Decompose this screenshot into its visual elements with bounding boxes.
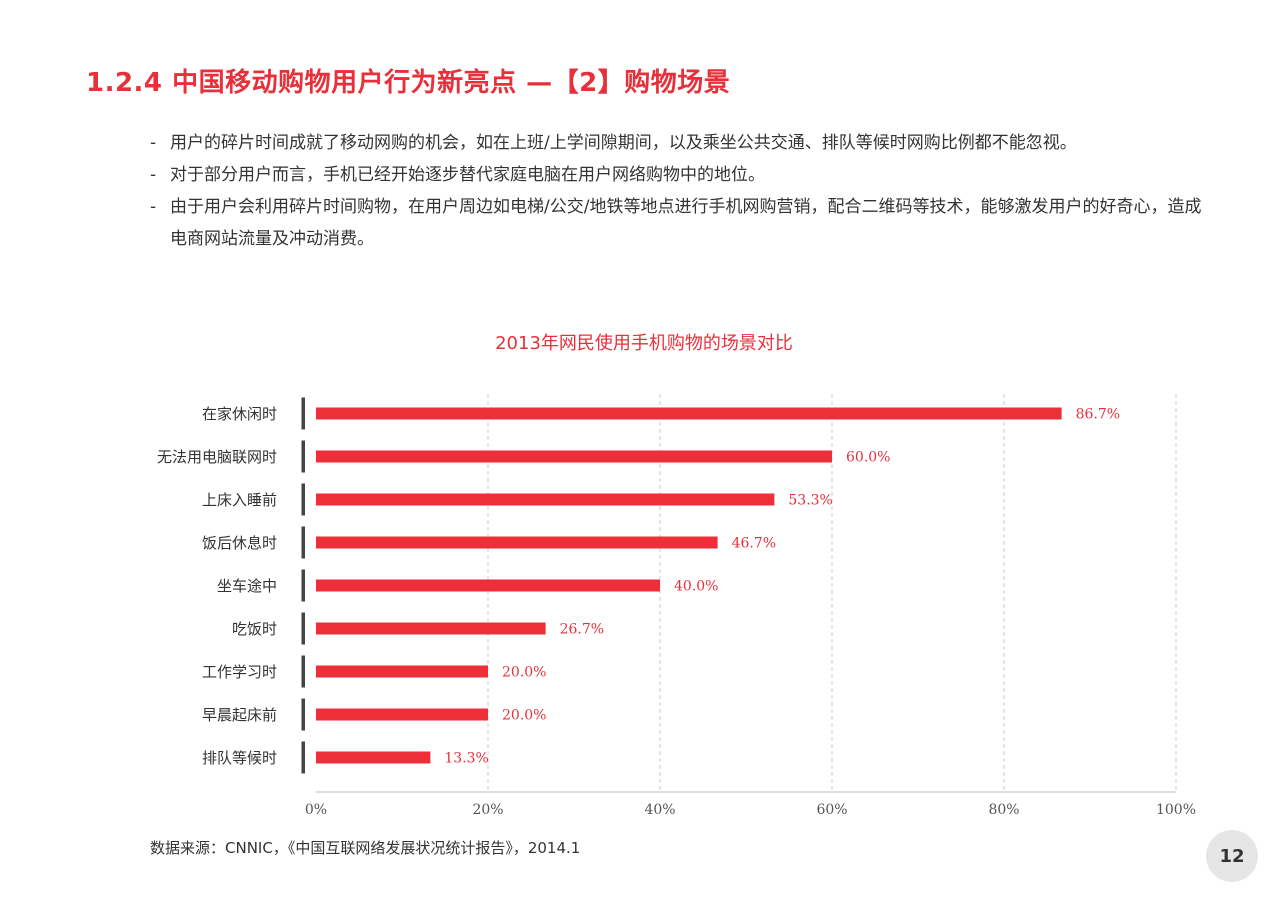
value-label: 46.7% <box>732 536 776 552</box>
bullet-list: - 用户的碎片时间成就了移动网购的机会，如在上班/上学间隙期间，以及乘坐公共交通… <box>150 127 1210 255</box>
x-tick-label: 20% <box>472 802 503 818</box>
category-axis-segment <box>301 612 305 645</box>
category-axis-segment <box>301 741 305 774</box>
source-note: 数据来源：CNNIC，《中国互联网络发展状况统计报告》，2014.1 <box>150 839 581 857</box>
x-tick-label: 60% <box>816 802 847 818</box>
bar <box>316 708 488 721</box>
bars <box>316 407 1062 764</box>
bullet-text: 用户的碎片时间成就了移动网购的机会，如在上班/上学间隙期间，以及乘坐公共交通、排… <box>170 133 1077 153</box>
category-label: 吃饭时 <box>232 620 277 638</box>
x-tick-label: 100% <box>1156 802 1196 818</box>
page-title: 1.2.4 中国移动购物用户行为新亮点 —【2】购物场景 <box>86 68 731 98</box>
value-label: 13.3% <box>444 751 488 767</box>
bar <box>316 665 488 678</box>
bullet-marker: - <box>150 165 157 185</box>
labels: 0% 20% 40% 60% 80% 100% 在家休闲时 86.7% 无法用电脑联网时 60.0… <box>157 405 1196 818</box>
x-tick-label: 40% <box>644 802 675 818</box>
category-label: 无法用电脑联网时 <box>157 448 277 466</box>
value-label: 60.0% <box>846 450 890 466</box>
bullet-text: 对于部分用户而言，手机已经开始逐步替代家庭电脑在用户网络购物中的地位。 <box>170 165 765 185</box>
category-label: 排队等候时 <box>202 749 277 767</box>
page-number-badge: 12 <box>1206 830 1258 882</box>
value-label: 86.7% <box>1076 407 1120 423</box>
bar <box>316 622 546 635</box>
bar <box>316 450 832 463</box>
value-label: 20.0% <box>502 665 546 681</box>
bullet-item: - 对于部分用户而言，手机已经开始逐步替代家庭电脑在用户网络购物中的地位。 <box>150 159 1210 191</box>
category-axis-segment <box>301 698 305 731</box>
category-label: 饭后休息时 <box>202 534 277 552</box>
x-tick-label: 80% <box>988 802 1019 818</box>
value-label: 20.0% <box>502 708 546 724</box>
x-tick-label: 0% <box>305 802 327 818</box>
category-axis-segment <box>301 483 305 516</box>
bar <box>316 407 1062 420</box>
category-axis-segment <box>301 526 305 559</box>
bar <box>316 493 775 506</box>
bullet-item: - 用户的碎片时间成就了移动网购的机会，如在上班/上学间隙期间，以及乘坐公共交通… <box>150 127 1210 159</box>
bullet-text: 由于用户会利用碎片时间购物，在用户周边如电梯/公交/地铁等地点进行手机网购营销，… <box>170 197 1202 249</box>
category-label: 上床入睡前 <box>202 491 277 509</box>
category-label: 工作学习时 <box>202 663 277 681</box>
category-label: 在家休闲时 <box>202 405 277 423</box>
value-label: 26.7% <box>560 622 604 638</box>
category-axis-segment <box>301 655 305 688</box>
category-axis-segment <box>301 397 305 430</box>
bullet-item: - 由于用户会利用碎片时间购物，在用户周边如电梯/公交/地铁等地点进行手机网购营… <box>150 191 1210 255</box>
chart-title: 2013年网民使用手机购物的场景对比 <box>495 333 793 354</box>
bar <box>316 536 718 549</box>
category-axis-segment <box>301 569 305 602</box>
value-label: 40.0% <box>674 579 718 595</box>
category-label: 坐车途中 <box>217 577 277 595</box>
value-label: 53.3% <box>788 493 832 509</box>
category-label: 早晨起床前 <box>202 706 277 724</box>
bar <box>316 579 660 592</box>
category-axis-segment <box>301 440 305 473</box>
bar <box>316 751 431 764</box>
bullet-marker: - <box>150 197 157 217</box>
bullet-marker: - <box>150 133 157 153</box>
